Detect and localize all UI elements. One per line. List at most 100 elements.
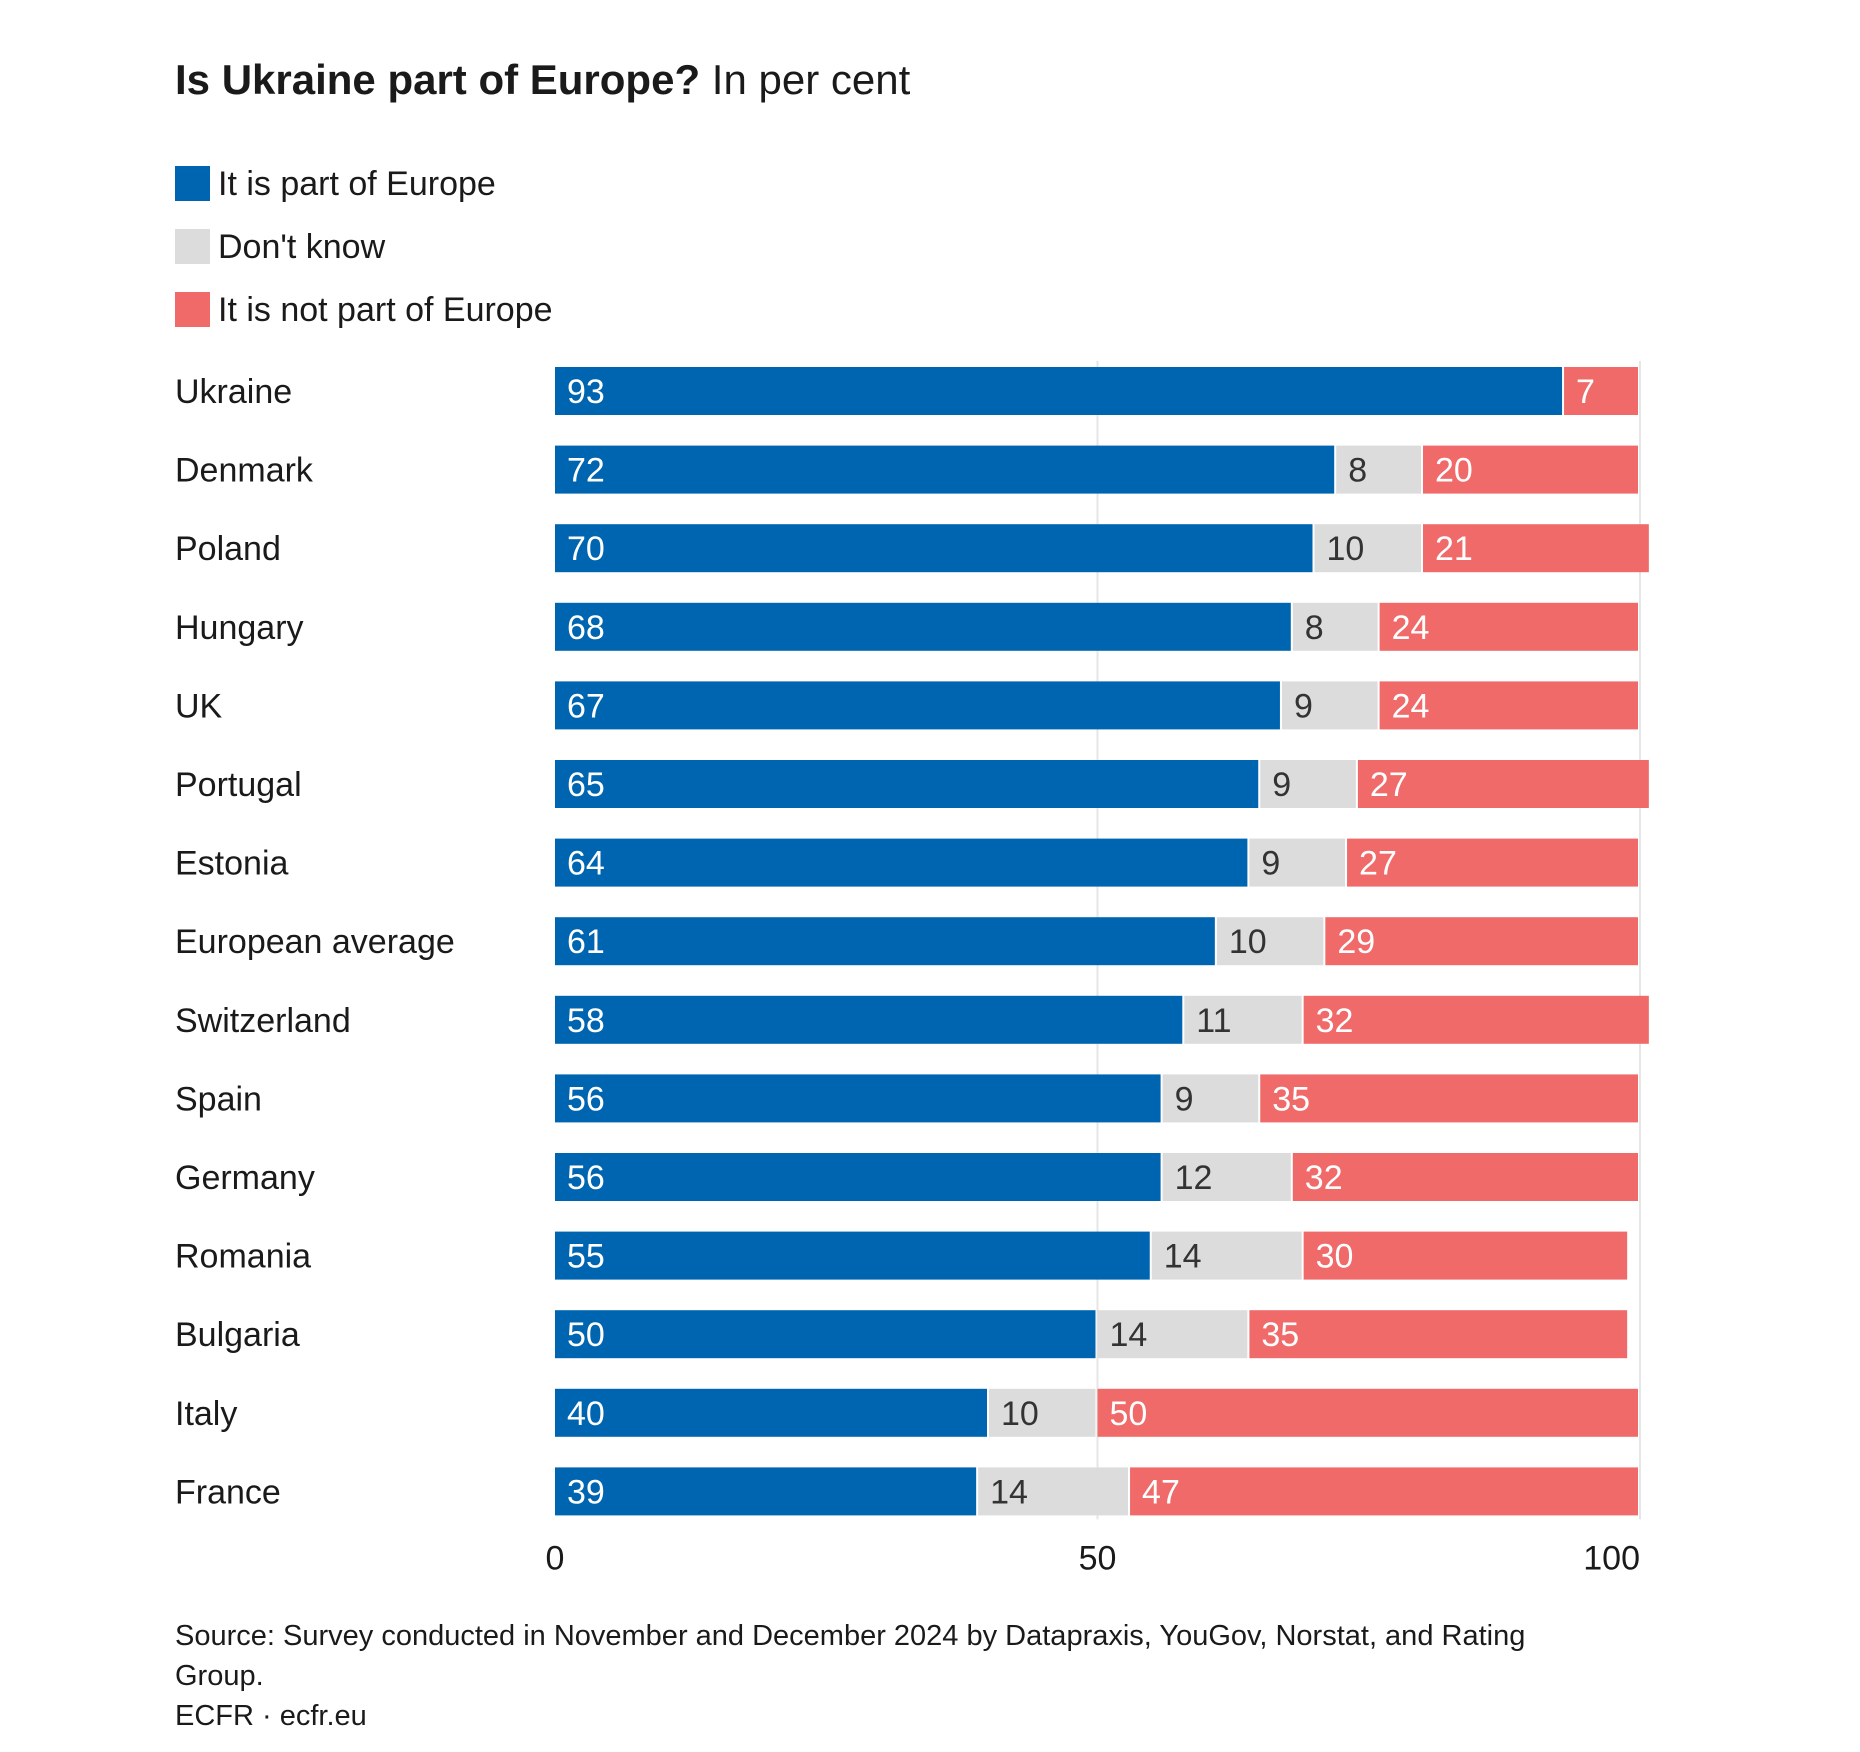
legend-swatch-part xyxy=(175,166,210,201)
row-label-bulgaria: Bulgaria xyxy=(175,1316,300,1354)
bar-spain-s0 xyxy=(555,1074,1161,1123)
row-label-spain: Spain xyxy=(175,1080,262,1118)
bar-hungary-s2 xyxy=(1379,602,1638,651)
row-label-poland: Poland xyxy=(175,530,281,568)
value-label-germany-s2: 32 xyxy=(1305,1159,1343,1197)
value-label-european-average-s1: 10 xyxy=(1229,923,1267,961)
value-label-spain-s2: 35 xyxy=(1272,1080,1310,1118)
bar-estonia-s0 xyxy=(555,838,1248,887)
footer: Source: Survey conducted in November and… xyxy=(175,1616,1595,1736)
row-label-ukraine: Ukraine xyxy=(175,373,292,411)
row-label-portugal: Portugal xyxy=(175,766,302,804)
bar-european-average-s1 xyxy=(1216,917,1324,966)
value-label-estonia-s1: 9 xyxy=(1261,845,1280,883)
bar-ukraine-s2 xyxy=(1564,367,1638,415)
source-note: Source: Survey conducted in November and… xyxy=(175,1620,1526,1692)
value-label-portugal-s2: 27 xyxy=(1370,766,1408,804)
value-label-hungary-s1: 8 xyxy=(1305,609,1324,647)
bar-romania-s2 xyxy=(1303,1231,1628,1280)
bar-france-s0 xyxy=(555,1467,977,1516)
bar-denmark-s0 xyxy=(555,445,1335,494)
bar-bulgaria-s0 xyxy=(555,1310,1096,1359)
value-label-poland-s2: 21 xyxy=(1435,530,1473,568)
value-label-germany-s0: 56 xyxy=(567,1159,605,1197)
value-label-france-s0: 39 xyxy=(567,1473,605,1511)
value-label-bulgaria-s0: 50 xyxy=(567,1316,605,1354)
value-label-spain-s1: 9 xyxy=(1175,1080,1194,1118)
value-label-denmark-s1: 8 xyxy=(1348,452,1367,490)
bar-bulgaria-s2 xyxy=(1249,1310,1628,1359)
chart-title-question: Is Ukraine part of Europe? xyxy=(175,56,701,103)
legend-item-dont-know: Don't know xyxy=(175,215,553,278)
bar-uk-s0 xyxy=(555,681,1280,730)
bar-portugal-s1 xyxy=(1260,760,1356,808)
value-label-ukraine-s2: 7 xyxy=(1576,373,1595,411)
legend-swatch-not-part xyxy=(175,292,210,327)
bar-spain-s1 xyxy=(1162,1074,1259,1123)
value-label-uk-s2: 24 xyxy=(1392,687,1430,725)
value-label-poland-s0: 70 xyxy=(567,530,605,568)
bar-european-average-s2 xyxy=(1325,917,1638,966)
bar-switzerland-s2 xyxy=(1303,995,1649,1044)
value-label-romania-s1: 14 xyxy=(1164,1238,1202,1276)
row-label-switzerland: Switzerland xyxy=(175,1002,351,1040)
value-label-switzerland-s1: 11 xyxy=(1196,1002,1231,1040)
bar-italy-s2 xyxy=(1097,1388,1638,1437)
bar-switzerland-s1 xyxy=(1184,995,1302,1044)
bar-poland-s0 xyxy=(555,524,1313,573)
bar-france-s1 xyxy=(978,1467,1129,1516)
row-label-estonia: Estonia xyxy=(175,845,288,883)
value-label-denmark-s2: 20 xyxy=(1435,452,1473,490)
legend-label-dont-know: Don't know xyxy=(218,227,386,266)
value-label-denmark-s0: 72 xyxy=(567,452,605,490)
bar-estonia-s2 xyxy=(1347,838,1638,887)
bar-uk-s2 xyxy=(1379,681,1638,730)
row-label-european-average: European average xyxy=(175,923,455,961)
value-label-uk-s1: 9 xyxy=(1294,687,1313,725)
value-label-hungary-s2: 24 xyxy=(1392,609,1430,647)
value-label-portugal-s1: 9 xyxy=(1272,766,1291,804)
bar-germany-s0 xyxy=(555,1153,1161,1201)
bar-european-average-s0 xyxy=(555,917,1215,966)
value-label-switzerland-s0: 58 xyxy=(567,1002,605,1040)
bar-poland-s2 xyxy=(1423,524,1649,573)
value-label-germany-s1: 12 xyxy=(1175,1159,1213,1197)
bar-romania-s1 xyxy=(1151,1231,1302,1280)
row-label-denmark: Denmark xyxy=(175,452,314,490)
value-label-bulgaria-s1: 14 xyxy=(1110,1316,1148,1354)
bar-germany-s1 xyxy=(1162,1153,1291,1201)
legend-item-not-part: It is not part of Europe xyxy=(175,278,553,341)
bar-hungary-s1 xyxy=(1292,602,1378,651)
bar-denmark-s1 xyxy=(1336,445,1421,494)
row-label-hungary: Hungary xyxy=(175,609,304,647)
bar-estonia-s1 xyxy=(1249,838,1346,887)
bar-france-s2 xyxy=(1130,1467,1638,1516)
value-label-italy-s1: 10 xyxy=(1001,1395,1039,1433)
bar-hungary-s0 xyxy=(555,602,1291,651)
value-label-italy-s2: 50 xyxy=(1110,1395,1148,1433)
credit-note: ECFR · ecfr.eu xyxy=(175,1700,367,1732)
x-tick-0: 0 xyxy=(546,1539,565,1577)
bar-germany-s2 xyxy=(1292,1153,1638,1201)
bar-poland-s1 xyxy=(1314,524,1421,573)
bar-spain-s2 xyxy=(1260,1074,1638,1123)
chart-title: Is Ukraine part of Europe? In per cent xyxy=(175,52,910,108)
bar-ukraine-s0 xyxy=(555,367,1563,415)
value-label-estonia-s0: 64 xyxy=(567,845,605,883)
value-label-italy-s0: 40 xyxy=(567,1395,605,1433)
value-label-hungary-s0: 68 xyxy=(567,609,605,647)
bar-romania-s0 xyxy=(555,1231,1150,1280)
legend-label-not-part: It is not part of Europe xyxy=(218,290,553,329)
value-label-switzerland-s2: 32 xyxy=(1316,1002,1354,1040)
value-label-european-average-s2: 29 xyxy=(1337,923,1375,961)
value-label-ukraine-s0: 93 xyxy=(567,373,605,411)
stacked-bar-chart: Ukraine 93 7 Denmark 72 8 20 Poland 70 10 21 Hungar… xyxy=(175,361,1649,1577)
bar-portugal-s2 xyxy=(1357,760,1649,808)
value-label-estonia-s2: 27 xyxy=(1359,845,1397,883)
value-label-france-s2: 47 xyxy=(1142,1473,1180,1511)
bar-uk-s1 xyxy=(1281,681,1378,730)
bar-bulgaria-s1 xyxy=(1097,1310,1248,1359)
bar-denmark-s2 xyxy=(1423,445,1638,494)
value-label-portugal-s0: 65 xyxy=(567,766,605,804)
legend-item-part: It is part of Europe xyxy=(175,152,553,215)
